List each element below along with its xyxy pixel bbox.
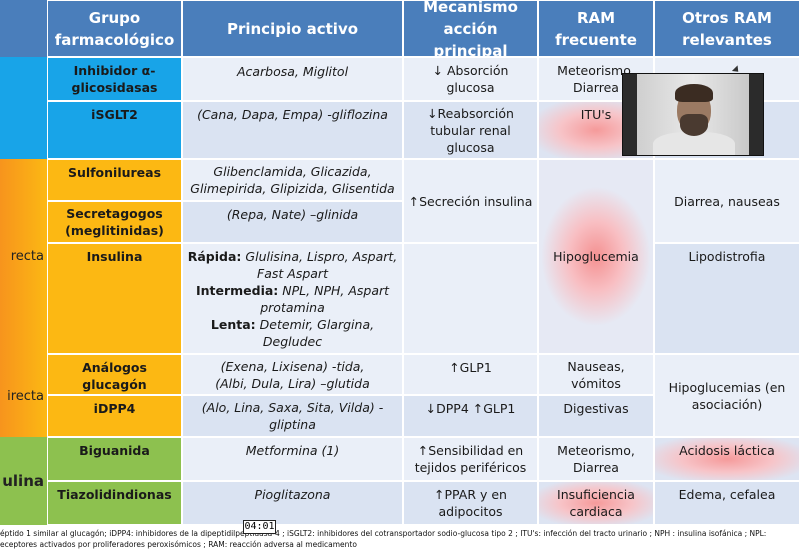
cell-otros-secrecion: Diarrea, nauseas [654, 159, 800, 243]
header-mecanismo: Mecanismo acción principal [403, 0, 538, 60]
footer-line-2: eceptores activados por proliferadores p… [0, 540, 357, 549]
insulina-lenta: Lenta: Detemir, Glargina, Degludec [210, 317, 375, 349]
cell-ram-tiazo: Insuficiencia cardiaca [538, 481, 654, 525]
cell-ram-biguanida: Meteorismo, Diarrea [538, 437, 654, 481]
cell-principio-sulfonilureas: Glibenclamida, Glicazida, Glimepirida, G… [182, 159, 403, 201]
cell-mecanismo-inhibidor: ↓ Absorción glucosa [403, 57, 538, 101]
left-label-indirecta: irecta [7, 389, 44, 404]
cell-mecanismo-tiazo: ↑PPAR y en adipocitos [403, 481, 538, 525]
cell-otros-tiazo: Edema, cefalea [654, 481, 800, 525]
header-grupo: Grupo farmacológico [47, 0, 182, 57]
cell-grupo-isglt2: iSGLT2 [47, 101, 182, 159]
cell-grupo-inhibidor: Inhibidor α-glicosidasas [47, 57, 182, 101]
presenter-hair [675, 84, 713, 102]
webcam-video[interactable] [622, 73, 764, 156]
cell-grupo-sulfonilureas: Sulfonilureas [47, 159, 182, 201]
cell-grupo-insulina: Insulina [47, 243, 182, 354]
presenter-body [653, 132, 735, 155]
cell-principio-tiazo: Pioglitazona [182, 481, 403, 525]
cell-mecanismo-secrecion: ↑Secreción insulina [403, 159, 538, 243]
cell-mecanismo-biguanida: ↑Sensibilidad en tejidos periféricos [403, 437, 538, 481]
cell-grupo-biguanida: Biguanida [47, 437, 182, 481]
video-timer: 04:01 [243, 520, 276, 534]
header-otros: Otros RAM relevantes [654, 0, 800, 57]
cell-grupo-tiazo: Tiazolidindionas [47, 481, 182, 525]
cell-principio-idpp4: (Alo, Lina, Saxa, Sita, Vilda) -gliptina [182, 395, 403, 437]
cell-principio-secretagogos: (Repa, Nate) –glinida [182, 201, 403, 243]
left-label-directa: recta [10, 249, 44, 264]
cell-ram-glucagon: Nauseas, vómitos [538, 354, 654, 395]
cell-principio-biguanida: Metformina (1) [182, 437, 403, 481]
footer-abbreviations: éptido 1 similar al glucagón; iDPP4: inh… [0, 527, 800, 550]
header-principio: Principio activo [182, 0, 403, 57]
left-strip-orange: recta irecta [0, 159, 47, 437]
cell-grupo-secretagogos: Secretagogos (meglitinidas) [47, 201, 182, 243]
presenter-beard [680, 114, 708, 136]
cell-mecanismo-isglt2: ↓Reabsorción tubular renal glucosa [403, 101, 538, 159]
cell-otros-insulina: Lipodistrofia [654, 243, 800, 354]
cell-mecanismo-insulina [403, 243, 538, 354]
cell-principio-inhibidor: Acarbosa, Miglitol [182, 57, 403, 101]
insulina-rapida: Rápida: Glulisina, Lispro, Aspart, Fast … [187, 249, 398, 281]
glucagon-line1: (Exena, Lixisena) -tida, [220, 358, 365, 374]
cell-otros-biguanida: Acidosis láctica [654, 437, 800, 481]
cell-otros-glucagon: Hipoglucemias (en asociación) [654, 354, 800, 437]
cell-mecanismo-glucagon: ↑GLP1 [403, 354, 538, 395]
left-strip-green: ulina [0, 437, 47, 525]
header-ram: RAM frecuente [538, 0, 654, 57]
cell-principio-glucagon: (Exena, Lixisena) -tida, (Albi, Dula, Li… [182, 354, 403, 395]
cell-ram-hipoglucemia: Hipoglucemia [538, 159, 654, 354]
insulina-intermedia: Intermedia: NPL, NPH, Aspart protamina [195, 283, 390, 315]
cell-grupo-idpp4: iDPP4 [47, 395, 182, 437]
left-strip-blue [0, 57, 47, 159]
cell-principio-insulina: Rápida: Glulisina, Lispro, Aspart, Fast … [182, 243, 403, 354]
left-label-insulina: ulina [2, 472, 44, 490]
cell-ram-idpp4: Digestivas [538, 395, 654, 437]
cell-principio-isglt2: (Cana, Dapa, Empa) -gliflozina [182, 101, 403, 159]
cell-grupo-glucagon: Análogos glucagón [47, 354, 182, 395]
glucagon-line2: (Albi, Dula, Lira) –glutida [215, 375, 370, 391]
left-header-strip [0, 0, 47, 57]
footer-line-1: éptido 1 similar al glucagón; iDPP4: inh… [0, 529, 767, 538]
cell-mecanismo-idpp4: ↓DPP4 ↑GLP1 [403, 395, 538, 437]
